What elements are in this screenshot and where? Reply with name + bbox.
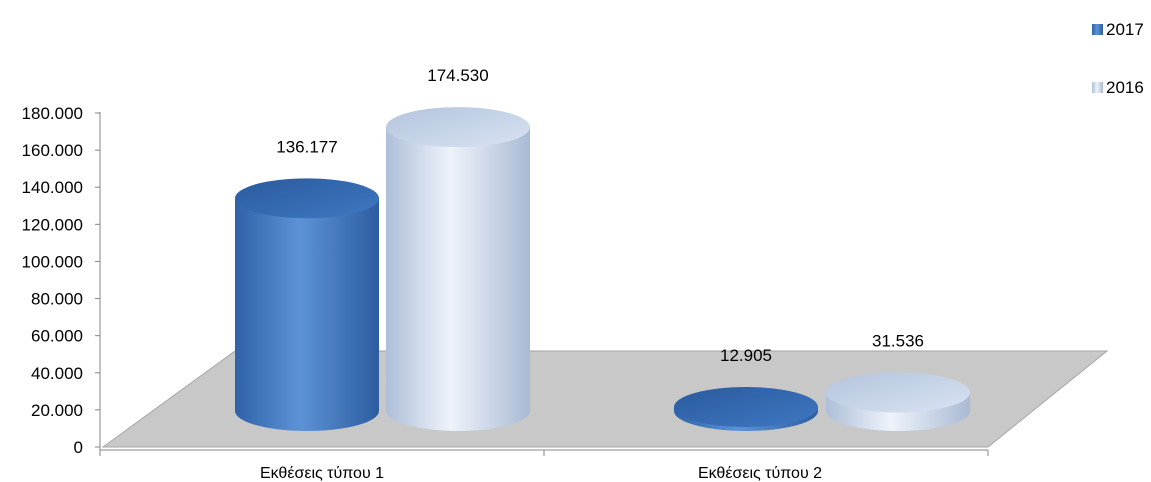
category-label: Εκθέσεις τύπου 1: [260, 465, 384, 482]
legend-swatch: [1092, 24, 1103, 35]
bar-2017-1: [235, 178, 379, 431]
data-label: 31.536: [872, 331, 924, 350]
data-label: 136.177: [276, 137, 337, 156]
y-tick-label: 140.000: [22, 178, 83, 197]
bar-body: [235, 198, 379, 431]
legend-label: 2017: [1106, 20, 1144, 39]
y-tick-label: 80.000: [31, 290, 83, 309]
legend-swatch: [1092, 82, 1103, 93]
y-tick-label: 120.000: [22, 215, 83, 234]
bar-top: [674, 387, 818, 427]
y-tick-label: 160.000: [22, 141, 83, 160]
bar-top: [386, 107, 530, 148]
bar-2016-2: [826, 372, 970, 431]
y-tick-label: 20.000: [31, 401, 83, 420]
y-tick-label: 0: [74, 438, 83, 457]
category-label: Εκθέσεις τύπου 2: [698, 465, 822, 482]
bar-top: [826, 372, 970, 413]
y-tick-label: 60.000: [31, 327, 83, 346]
data-label: 12.905: [720, 346, 772, 365]
y-tick-label: 40.000: [31, 364, 83, 383]
bar-2017-2: [674, 387, 818, 431]
bar-2016-1: [386, 107, 530, 431]
legend-label: 2016: [1106, 78, 1144, 97]
y-tick-label: 100.000: [22, 252, 83, 271]
y-tick-label: 180.000: [22, 104, 83, 123]
bar-body: [386, 127, 530, 431]
bar-top: [235, 178, 379, 219]
data-label: 174.530: [427, 66, 488, 85]
